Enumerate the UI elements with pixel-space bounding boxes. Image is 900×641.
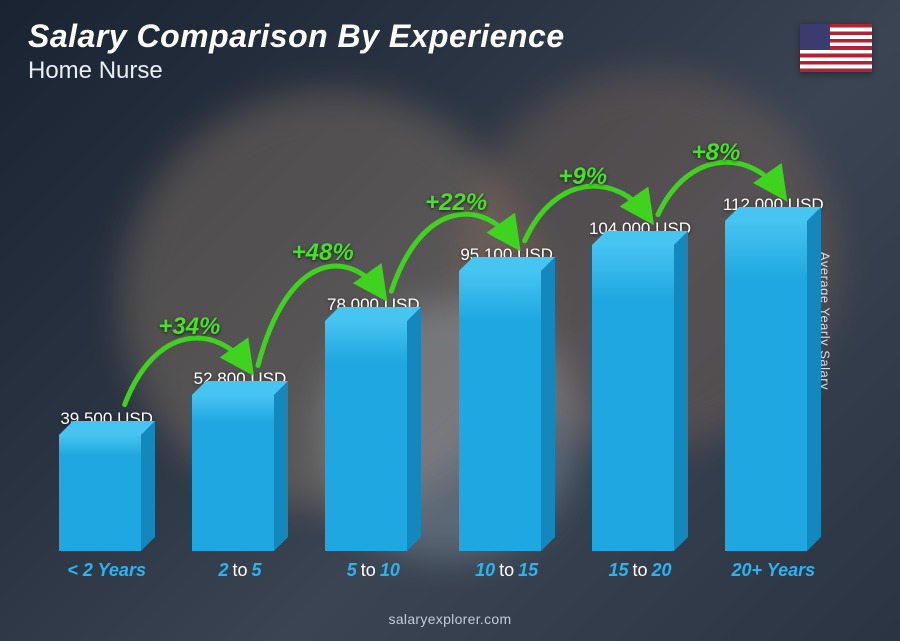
- bar-shape: [59, 435, 155, 551]
- bar-shape: [592, 245, 688, 551]
- bar-shape: [459, 271, 555, 551]
- x-axis-label: 20+ Years: [707, 560, 840, 581]
- x-axis-label: < 2 Years: [40, 560, 173, 581]
- bar: 112,000 USD: [707, 195, 840, 551]
- header: Salary Comparison By Experience Home Nur…: [28, 18, 565, 85]
- bar-shape: [192, 395, 288, 551]
- page-title: Salary Comparison By Experience: [28, 18, 565, 55]
- bar-chart: 39,500 USD52,800 USD78,000 USD95,100 USD…: [40, 110, 840, 581]
- x-axis-label: 15to20: [573, 560, 706, 581]
- bar-shape: [725, 221, 821, 551]
- growth-pct: +34%: [158, 313, 220, 341]
- bar-shape: [325, 321, 421, 551]
- growth-pct: +9%: [558, 163, 607, 191]
- infographic-stage: Salary Comparison By Experience Home Nur…: [0, 0, 900, 641]
- bar: 39,500 USD: [40, 409, 173, 551]
- bar: 95,100 USD: [440, 245, 573, 551]
- x-axis-label: 10to15: [440, 560, 573, 581]
- growth-pct: +8%: [692, 139, 741, 167]
- x-axis-label: 2to5: [173, 560, 306, 581]
- bar: 52,800 USD: [173, 369, 306, 551]
- footer-credit: salaryexplorer.com: [0, 611, 900, 627]
- x-axis-label: 5to10: [307, 560, 440, 581]
- flag-icon: [800, 24, 872, 72]
- growth-pct: +22%: [425, 189, 487, 217]
- growth-pct: +48%: [292, 239, 354, 267]
- bar: 78,000 USD: [307, 295, 440, 551]
- bar: 104,000 USD: [573, 219, 706, 551]
- page-subtitle: Home Nurse: [28, 57, 565, 85]
